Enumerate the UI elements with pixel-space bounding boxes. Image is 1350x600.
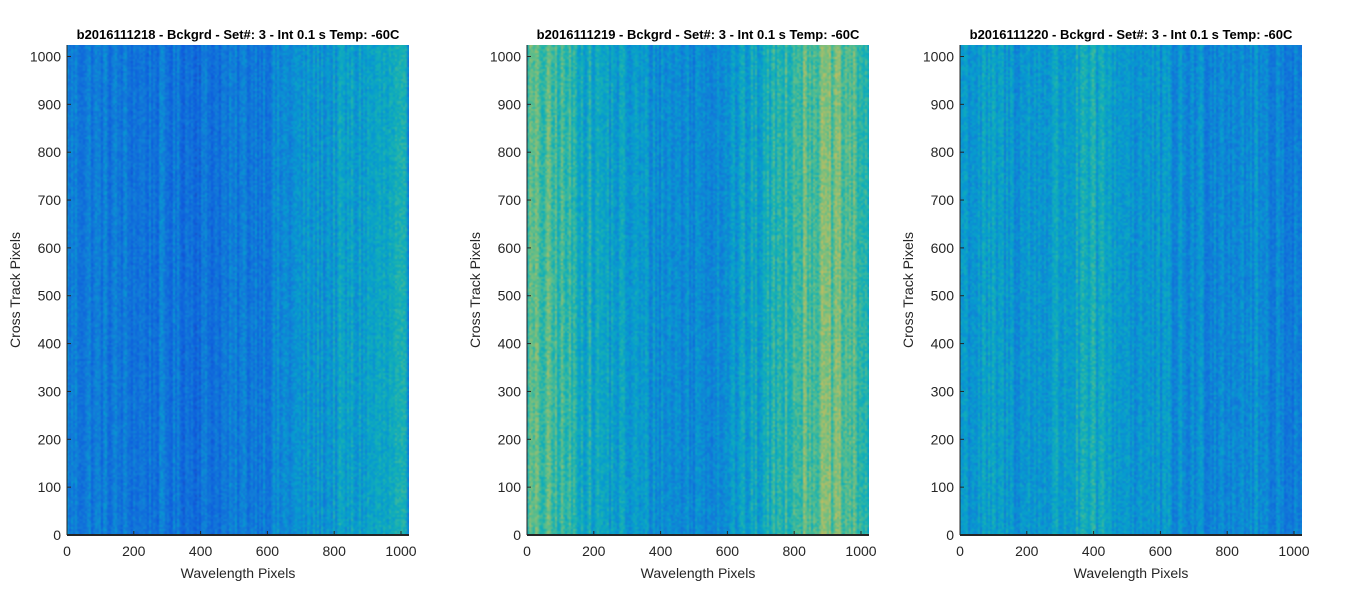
x-tick-label: 200 bbox=[1015, 543, 1039, 559]
x-tick-label: 1000 bbox=[845, 543, 876, 559]
y-tick-label: 600 bbox=[931, 240, 955, 256]
chart-title: b2016111219 - Bckgrd - Set#: 3 - Int 0.1… bbox=[537, 27, 860, 42]
y-tick-label: 900 bbox=[38, 96, 62, 112]
y-axis-label: Cross Track Pixels bbox=[7, 232, 23, 348]
y-tick-label: 1000 bbox=[490, 48, 521, 64]
x-tick-label: 800 bbox=[783, 543, 807, 559]
x-axis-label: Wavelength Pixels bbox=[181, 565, 296, 581]
chart-title: b2016111220 - Bckgrd - Set#: 3 - Int 0.1… bbox=[970, 27, 1293, 42]
x-axis-label: Wavelength Pixels bbox=[1074, 565, 1189, 581]
y-tick-label: 100 bbox=[38, 479, 62, 495]
y-tick-label: 0 bbox=[513, 527, 521, 543]
y-tick-label: 300 bbox=[38, 383, 62, 399]
y-tick-label: 100 bbox=[931, 479, 955, 495]
chart-panel-2: 0 200 400 600 800 1000 0 100 200 300 400 500 600 700 8… bbox=[467, 27, 877, 581]
x-tick-label: 400 bbox=[189, 543, 213, 559]
y-tick-label: 800 bbox=[498, 144, 522, 160]
heatmap-image bbox=[527, 45, 869, 535]
y-tick-label: 800 bbox=[38, 144, 62, 160]
y-tick-label: 400 bbox=[931, 336, 955, 352]
y-tick-label: 1000 bbox=[30, 48, 61, 64]
y-tick-label: 0 bbox=[53, 527, 61, 543]
y-tick-label: 400 bbox=[38, 336, 62, 352]
y-axis-label: Cross Track Pixels bbox=[467, 232, 483, 348]
y-axis-label: Cross Track Pixels bbox=[900, 232, 916, 348]
x-tick-label: 0 bbox=[523, 543, 531, 559]
y-tick-label: 700 bbox=[498, 192, 522, 208]
y-tick-label: 700 bbox=[931, 192, 955, 208]
x-tick-label: 1000 bbox=[1278, 543, 1309, 559]
y-tick-label: 300 bbox=[498, 383, 522, 399]
heatmap-image bbox=[960, 45, 1302, 535]
x-tick-label: 0 bbox=[956, 543, 964, 559]
y-tick-label: 200 bbox=[931, 431, 955, 447]
x-tick-label: 200 bbox=[122, 543, 146, 559]
x-tick-label: 200 bbox=[582, 543, 606, 559]
y-tick-label: 400 bbox=[498, 336, 522, 352]
y-tick-label: 500 bbox=[38, 288, 62, 304]
heatmap-image bbox=[67, 45, 409, 535]
y-tick-label: 900 bbox=[931, 96, 955, 112]
y-tick-label: 200 bbox=[38, 431, 62, 447]
x-axis-label: Wavelength Pixels bbox=[641, 565, 756, 581]
x-tick-label: 1000 bbox=[385, 543, 416, 559]
y-tick-label: 600 bbox=[38, 240, 62, 256]
x-tick-label: 600 bbox=[716, 543, 740, 559]
y-tick-label: 600 bbox=[498, 240, 522, 256]
y-tick-label: 0 bbox=[946, 527, 954, 543]
y-tick-label: 300 bbox=[931, 383, 955, 399]
y-tick-label: 100 bbox=[498, 479, 522, 495]
x-tick-label: 400 bbox=[649, 543, 673, 559]
chart-panel-3: 0 200 400 600 800 1000 0 100 200 300 400 500 600 700 8… bbox=[900, 27, 1310, 581]
y-tick-label: 200 bbox=[498, 431, 522, 447]
chart-title: b2016111218 - Bckgrd - Set#: 3 - Int 0.1… bbox=[77, 27, 400, 42]
chart-panel-1: 0 200 400 600 800 1000 0 100 200 300 400 500 600 700 8… bbox=[7, 27, 417, 581]
y-tick-label: 1000 bbox=[923, 48, 954, 64]
x-tick-label: 400 bbox=[1082, 543, 1106, 559]
y-tick-label: 900 bbox=[498, 96, 522, 112]
x-tick-label: 600 bbox=[256, 543, 280, 559]
y-tick-label: 500 bbox=[498, 288, 522, 304]
x-tick-label: 0 bbox=[63, 543, 71, 559]
x-tick-label: 800 bbox=[1216, 543, 1240, 559]
x-tick-label: 800 bbox=[323, 543, 347, 559]
x-tick-label: 600 bbox=[1149, 543, 1173, 559]
y-tick-label: 800 bbox=[931, 144, 955, 160]
y-tick-label: 500 bbox=[931, 288, 955, 304]
y-tick-label: 700 bbox=[38, 192, 62, 208]
